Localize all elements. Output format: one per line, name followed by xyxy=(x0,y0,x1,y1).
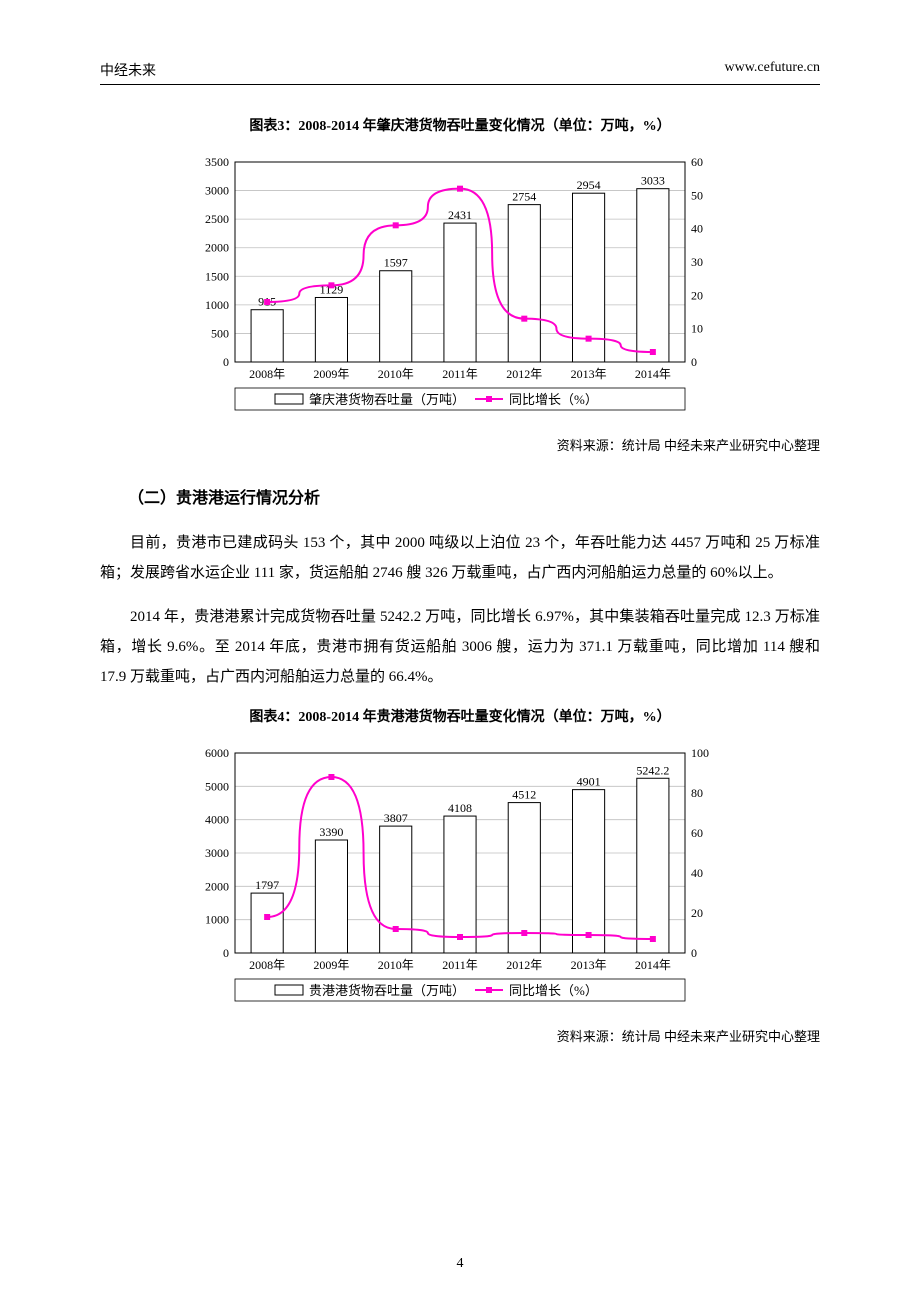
svg-text:2000: 2000 xyxy=(205,241,229,255)
svg-text:2012年: 2012年 xyxy=(506,367,542,381)
svg-text:2013年: 2013年 xyxy=(571,958,607,972)
svg-text:20: 20 xyxy=(691,906,703,920)
svg-text:1000: 1000 xyxy=(205,913,229,927)
svg-text:5000: 5000 xyxy=(205,779,229,793)
header-left: 中经未来 xyxy=(100,60,156,80)
svg-text:2009年: 2009年 xyxy=(313,367,349,381)
svg-text:2011年: 2011年 xyxy=(442,367,478,381)
paragraph-2: 2014 年，贵港港累计完成货物吞吐量 5242.2 万吨，同比增长 6.97%… xyxy=(100,602,820,692)
svg-text:3390: 3390 xyxy=(319,825,343,839)
page-number: 4 xyxy=(0,1256,920,1272)
svg-text:50: 50 xyxy=(691,188,703,202)
paragraph-1: 目前，贵港市已建成码头 153 个，其中 2000 吨级以上泊位 23 个，年吞… xyxy=(100,528,820,588)
svg-text:30: 30 xyxy=(691,255,703,269)
svg-text:0: 0 xyxy=(691,946,697,960)
svg-text:1500: 1500 xyxy=(205,269,229,283)
svg-text:80: 80 xyxy=(691,786,703,800)
svg-text:4000: 4000 xyxy=(205,813,229,827)
svg-text:20: 20 xyxy=(691,288,703,302)
chart3: 0 500 1000 1500 2000 2500 3000 3500 0 10 20 30 40 50 6… xyxy=(180,147,740,417)
svg-text:2009年: 2009年 xyxy=(313,958,349,972)
svg-text:同比增长（%）: 同比增长（%） xyxy=(509,392,598,407)
chart3-title: 图表3：2008-2014 年肇庆港货物吞吐量变化情况（单位：万吨，%） xyxy=(100,115,820,135)
svg-text:2500: 2500 xyxy=(205,212,229,226)
svg-text:2000: 2000 xyxy=(205,879,229,893)
svg-text:1597: 1597 xyxy=(384,256,408,270)
svg-text:60: 60 xyxy=(691,155,703,169)
svg-text:2014年: 2014年 xyxy=(635,367,671,381)
svg-text:1797: 1797 xyxy=(255,878,279,892)
svg-text:3000: 3000 xyxy=(205,846,229,860)
svg-text:肇庆港货物吞吐量（万吨）: 肇庆港货物吞吐量（万吨） xyxy=(309,392,465,407)
svg-text:5242.2: 5242.2 xyxy=(636,763,669,777)
svg-text:500: 500 xyxy=(211,326,229,340)
svg-text:2754: 2754 xyxy=(512,190,536,204)
svg-text:贵港港货物吞吐量（万吨）: 贵港港货物吞吐量（万吨） xyxy=(309,983,465,998)
svg-text:4512: 4512 xyxy=(512,788,536,802)
svg-text:100: 100 xyxy=(691,746,709,760)
svg-text:6000: 6000 xyxy=(205,746,229,760)
svg-text:2010年: 2010年 xyxy=(378,958,414,972)
svg-text:40: 40 xyxy=(691,222,703,236)
chart3-source: 资料来源：统计局 中经未来产业研究中心整理 xyxy=(100,435,820,454)
svg-text:3000: 3000 xyxy=(205,184,229,198)
svg-text:2008年: 2008年 xyxy=(249,367,285,381)
svg-text:10: 10 xyxy=(691,322,703,336)
svg-text:2012年: 2012年 xyxy=(506,958,542,972)
section-heading: （二）贵港港运行情况分析 xyxy=(128,484,820,508)
svg-text:2011年: 2011年 xyxy=(442,958,478,972)
svg-text:同比增长（%）: 同比增长（%） xyxy=(509,983,598,998)
svg-text:2954: 2954 xyxy=(577,178,601,192)
svg-text:3807: 3807 xyxy=(384,811,408,825)
svg-text:40: 40 xyxy=(691,866,703,880)
svg-text:4108: 4108 xyxy=(448,801,472,815)
chart4-svg: 0 1000 2000 3000 4000 5000 6000 0 20 40 60 80 100 179… xyxy=(180,738,740,1008)
chart3-svg: 0 500 1000 1500 2000 2500 3000 3500 0 10 20 30 40 50 6… xyxy=(180,147,740,417)
chart4-source: 资料来源：统计局 中经未来产业研究中心整理 xyxy=(100,1026,820,1045)
page-header: 中经未来 www.cefuture.cn xyxy=(100,60,820,85)
page: 中经未来 www.cefuture.cn 图表3：2008-2014 年肇庆港货… xyxy=(0,0,920,1302)
svg-text:2010年: 2010年 xyxy=(378,367,414,381)
svg-text:0: 0 xyxy=(691,355,697,369)
svg-text:4901: 4901 xyxy=(577,775,601,789)
svg-text:2008年: 2008年 xyxy=(249,958,285,972)
svg-text:60: 60 xyxy=(691,826,703,840)
svg-text:0: 0 xyxy=(223,355,229,369)
svg-text:2431: 2431 xyxy=(448,208,472,222)
svg-text:3500: 3500 xyxy=(205,155,229,169)
header-right: www.cefuture.cn xyxy=(725,60,821,80)
chart4: 0 1000 2000 3000 4000 5000 6000 0 20 40 60 80 100 179… xyxy=(180,738,740,1008)
chart4-title: 图表4：2008-2014 年贵港港货物吞吐量变化情况（单位：万吨，%） xyxy=(100,706,820,726)
svg-text:2014年: 2014年 xyxy=(635,958,671,972)
svg-text:0: 0 xyxy=(223,946,229,960)
svg-text:2013年: 2013年 xyxy=(571,367,607,381)
svg-text:1000: 1000 xyxy=(205,298,229,312)
svg-text:3033: 3033 xyxy=(641,174,665,188)
